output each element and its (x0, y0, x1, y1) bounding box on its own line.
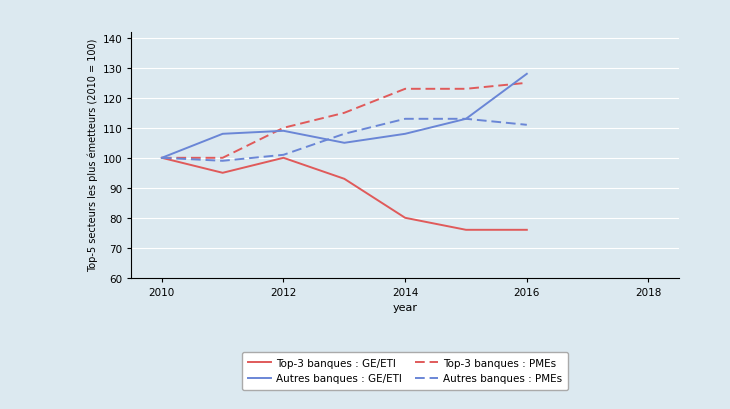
Y-axis label: Top-5 secteurs les plus émetteurs (2010 = 100): Top-5 secteurs les plus émetteurs (2010 … (88, 39, 99, 272)
X-axis label: year: year (393, 303, 418, 312)
Legend: Top-3 banques : GE/ETI, Autres banques : GE/ETI, Top-3 banques : PMEs, Autres ba: Top-3 banques : GE/ETI, Autres banques :… (242, 352, 568, 390)
